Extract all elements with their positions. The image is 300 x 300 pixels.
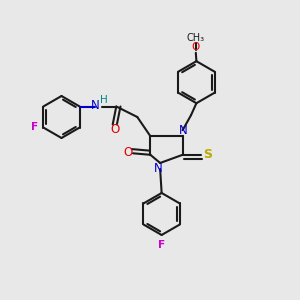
Text: O: O [110,123,119,136]
Text: F: F [158,240,165,250]
Text: H: H [100,95,108,105]
Text: N: N [154,162,163,175]
Text: S: S [203,148,212,161]
Text: O: O [192,42,200,52]
Text: N: N [91,99,100,112]
Text: O: O [123,146,132,159]
Text: CH₃: CH₃ [187,33,205,43]
Text: N: N [179,124,188,137]
Text: F: F [31,122,38,133]
